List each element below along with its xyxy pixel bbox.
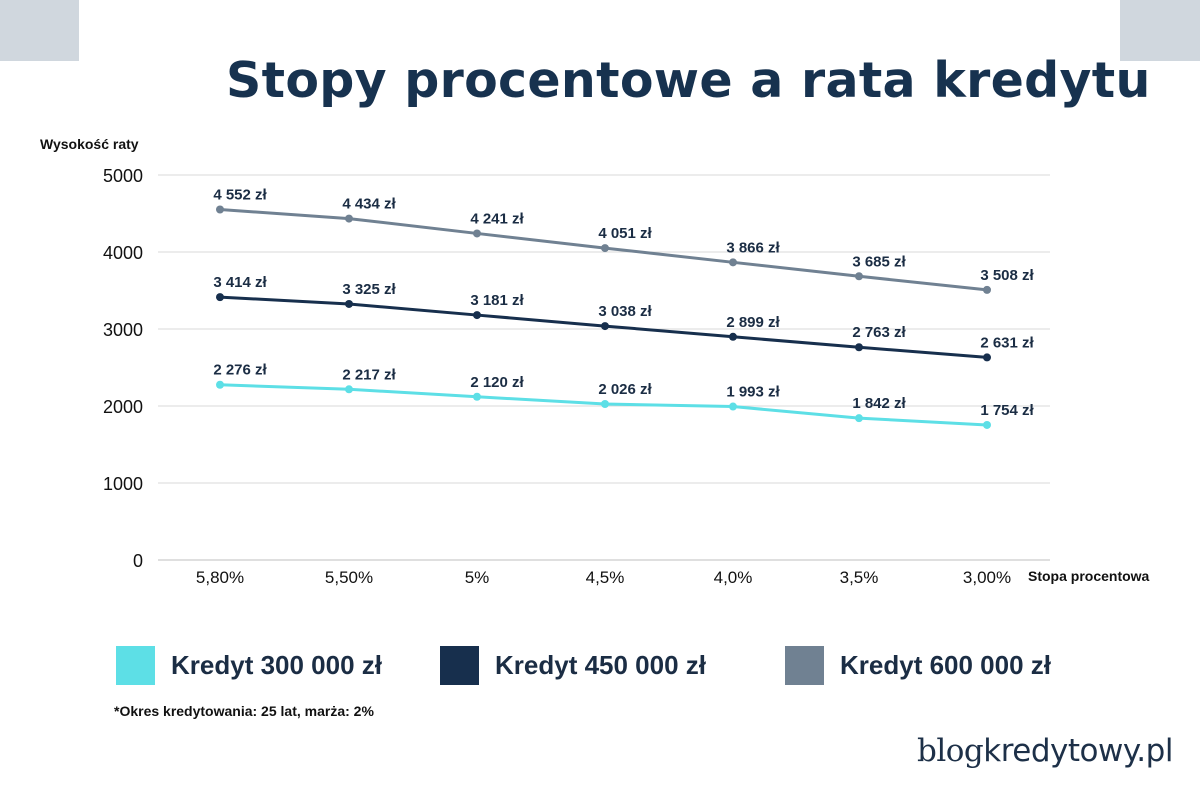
data-label: 2 026 zł (598, 381, 652, 398)
x-tick-label: 5,80% (196, 568, 244, 587)
data-label: 2 120 zł (470, 374, 524, 391)
data-label: 3 414 zł (213, 274, 267, 291)
y-tick-label: 0 (133, 551, 143, 571)
series-kredyt-450-000-zł: 3 414 zł 3 325 zł 3 181 zł 3 038 zł 2 899 zł… (213, 274, 1035, 362)
y-tick-label: 2000 (103, 397, 143, 417)
data-label: 3 038 zł (598, 303, 652, 320)
data-point (473, 392, 481, 401)
data-point (729, 332, 737, 341)
data-series: 2 276 zł 2 217 zł 2 120 zł 2 026 zł 1 993 zł… (213, 186, 1035, 429)
x-tick-label: 3,5% (840, 568, 879, 587)
data-point (983, 285, 991, 294)
legend-swatch-450k (440, 646, 479, 685)
data-label: 4 241 zł (470, 210, 524, 227)
data-label: 1 754 zł (980, 402, 1034, 419)
data-point (345, 214, 353, 223)
y-axis-label: Wysokość raty (40, 136, 139, 152)
x-tick-label: 5% (465, 568, 490, 587)
data-point (216, 293, 224, 302)
legend-item-600k: Kredyt 600 000 zł (785, 646, 1051, 685)
data-point (601, 322, 609, 331)
x-axis-ticks: 5,80% 5,50% 5% 4,5% 4,0% 3,5% 3,00% (196, 568, 1011, 587)
y-tick-label: 3000 (103, 320, 143, 340)
x-tick-label: 4,0% (714, 568, 753, 587)
data-point (729, 402, 737, 411)
legend-item-300k: Kredyt 300 000 zł (116, 646, 382, 685)
x-axis-label: Stopa procentowa (1028, 568, 1150, 584)
chart-title: Stopy procentowe a rata kredytu (226, 52, 1151, 109)
x-tick-label: 4,5% (586, 568, 625, 587)
data-label: 3 508 zł (980, 267, 1034, 284)
x-tick-label: 3,00% (963, 568, 1011, 587)
data-label: 2 217 zł (342, 366, 396, 383)
data-point (345, 385, 353, 394)
y-tick-label: 1000 (103, 474, 143, 494)
y-tick-label: 4000 (103, 243, 143, 263)
legend-swatch-300k (116, 646, 155, 685)
series-kredyt-300-000-zł: 2 276 zł 2 217 zł 2 120 zł 2 026 zł 1 993 zł… (213, 362, 1035, 429)
data-point (216, 205, 224, 214)
data-point (216, 380, 224, 389)
data-point (601, 244, 609, 253)
data-label: 2 899 zł (726, 314, 780, 331)
data-point (345, 299, 353, 308)
legend-label: Kredyt 300 000 zł (171, 650, 383, 680)
data-label: 1 842 zł (852, 395, 906, 412)
footnote: *Okres kredytowania: 25 lat, marża: 2% (114, 703, 374, 719)
data-label: 3 685 zł (852, 253, 906, 270)
data-label: 3 325 zł (342, 281, 396, 298)
series-kredyt-600-000-zł: 4 552 zł 4 434 zł 4 241 zł 4 051 zł 3 866 zł… (213, 186, 1035, 294)
legend-item-450k: Kredyt 450 000 zł (440, 646, 706, 685)
data-point (473, 229, 481, 238)
logo-part-blog: blog (917, 733, 984, 769)
data-point (473, 311, 481, 320)
data-label: 4 434 zł (342, 196, 396, 213)
data-label: 2 763 zł (852, 324, 906, 341)
brand-logo: blogkredytowy.pl (917, 733, 1173, 769)
decorative-corner-left (0, 0, 79, 61)
data-point (983, 353, 991, 362)
data-point (855, 343, 863, 352)
data-point (855, 272, 863, 281)
data-point (729, 258, 737, 267)
x-tick-label: 5,50% (325, 568, 373, 587)
y-axis-ticks: 0 1000 2000 3000 4000 5000 (103, 166, 143, 571)
data-point (983, 420, 991, 429)
data-label: 1 993 zł (726, 384, 780, 401)
data-label: 3 181 zł (470, 292, 524, 309)
line-chart: 0 1000 2000 3000 4000 5000 5,80% 5,50% 5% 4,5% 4,… (103, 166, 1050, 587)
data-label: 4 051 zł (598, 225, 652, 242)
legend-label: Kredyt 600 000 zł (840, 650, 1052, 680)
data-label: 4 552 zł (213, 186, 267, 203)
data-point (601, 399, 609, 408)
decorative-corner-right (1120, 0, 1200, 61)
data-point (855, 414, 863, 423)
legend-swatch-600k (785, 646, 824, 685)
data-label: 3 866 zł (726, 239, 780, 256)
legend: Kredyt 300 000 zł Kredyt 450 000 zł Kred… (0, 646, 1200, 688)
logo-part-domain: kredytowy.pl (983, 733, 1173, 769)
y-tick-label: 5000 (103, 166, 143, 186)
legend-label: Kredyt 450 000 zł (495, 650, 707, 680)
data-label: 2 631 zł (980, 334, 1034, 351)
data-label: 2 276 zł (213, 362, 267, 379)
